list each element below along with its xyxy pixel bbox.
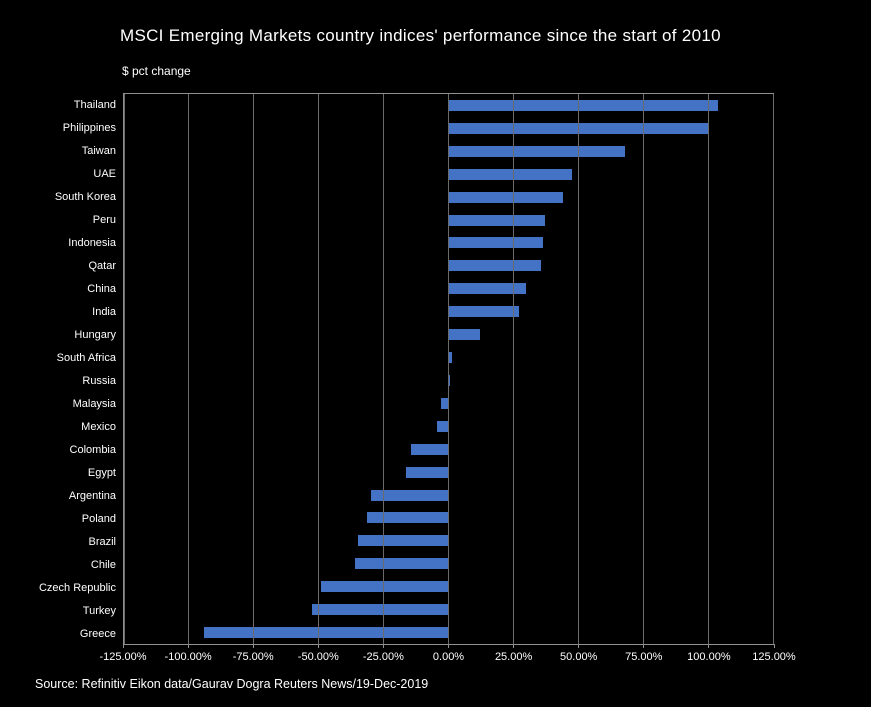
x-axis-tick-label: 50.00% [560, 651, 598, 663]
axis-unit-label: $ pct change [122, 64, 191, 78]
chart-title: MSCI Emerging Markets country indices' p… [120, 26, 721, 45]
x-axis-tick-label: 100.00% [687, 651, 731, 663]
y-axis-label: India [92, 305, 116, 318]
y-axis-label: Taiwan [81, 144, 116, 157]
y-axis-label: Thailand [73, 98, 116, 111]
y-axis-label: Qatar [88, 259, 116, 272]
bar-south-africa [448, 352, 453, 364]
y-axis-label: Peru [92, 213, 116, 226]
y-axis-label: Philippines [62, 121, 116, 134]
bar-poland [366, 512, 449, 524]
bar-taiwan [448, 145, 626, 157]
bar-thailand [448, 99, 719, 111]
x-axis-tick-label: -100.00% [164, 651, 212, 663]
y-axis-label: Colombia [69, 443, 116, 456]
y-axis-label: Turkey [82, 604, 116, 617]
y-axis-label: Poland [81, 512, 116, 525]
y-axis-label: China [87, 282, 116, 295]
bar-philippines [448, 122, 709, 134]
x-axis-labels: -125.00% -100.00% -75.00% -50.00% -25.00% 0.0… [99, 651, 795, 665]
bar-hungary [448, 329, 480, 341]
plot-area [123, 93, 774, 645]
y-axis-label: Argentina [68, 489, 116, 502]
bar-indonesia [448, 237, 544, 249]
x-axis-tick-label: -75.00% [232, 651, 274, 663]
y-axis-label: Greece [79, 627, 116, 640]
bar-malaysia [440, 397, 449, 409]
bar-greece [204, 627, 449, 639]
x-axis-tick-label: 25.00% [494, 651, 533, 663]
bar-south-korea [448, 191, 563, 203]
x-axis-tick [187, 644, 189, 648]
y-axis-label: Czech Republic [38, 581, 116, 594]
x-axis-tick-label: 75.00% [625, 651, 663, 663]
y-axis-labels: Thailand Philippines Taiwan UAE South Korea P… [0, 93, 116, 645]
y-axis-label: Chile [90, 558, 116, 571]
bar-colombia [410, 443, 449, 455]
bar-uae [448, 168, 572, 180]
bar-russia [448, 374, 450, 386]
y-axis-label: Egypt [87, 466, 116, 479]
y-axis-label: Malaysia [72, 397, 116, 410]
x-axis-tick [708, 644, 710, 648]
source-note: Source: Refinitiv Eikon data/Gaurav Dogr… [35, 677, 429, 691]
x-axis-tick [122, 644, 124, 648]
x-axis-tick [643, 644, 645, 648]
y-axis-label: UAE [93, 167, 116, 180]
x-axis-tick [773, 644, 775, 648]
y-axis-label: Hungary [74, 328, 116, 341]
x-axis-tick [382, 644, 384, 648]
x-axis-tick-label: -25.00% [362, 651, 404, 663]
bar-qatar [448, 260, 541, 272]
bar-chile [355, 558, 449, 570]
x-axis-tick-label: -125.00% [99, 651, 147, 663]
y-axis-label: South Korea [54, 190, 116, 203]
x-axis-tick-label: 125.00% [752, 651, 796, 663]
bar-china [448, 283, 527, 295]
bar-india [448, 306, 519, 318]
y-axis-label: Russia [82, 374, 116, 387]
x-axis-tick [317, 644, 319, 648]
bar-brazil [357, 535, 449, 547]
y-axis-label: South Africa [56, 351, 116, 364]
x-axis-tick [513, 644, 515, 648]
y-axis-label: Indonesia [68, 236, 116, 249]
bar-turkey [312, 604, 449, 616]
x-axis-tick-marks [122, 644, 775, 648]
bar-peru [448, 214, 545, 226]
bar-mexico [436, 420, 449, 432]
bar-argentina [370, 489, 449, 501]
x-axis-tick-label: -50.00% [297, 651, 339, 663]
bar-czech-republic [321, 581, 449, 593]
bar-egypt [405, 466, 449, 478]
y-axis-label: Brazil [88, 535, 116, 548]
x-axis-tick [252, 644, 254, 648]
x-axis-tick [578, 644, 580, 648]
y-axis-label: Mexico [81, 420, 116, 433]
x-axis-tick-label: 0.00% [432, 651, 465, 663]
bar-series [124, 94, 773, 644]
x-axis-tick [448, 644, 449, 648]
